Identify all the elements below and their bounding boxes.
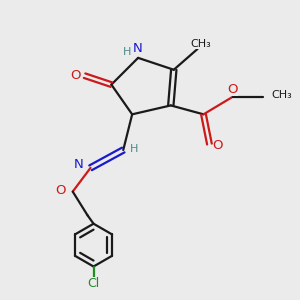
Text: O: O [227,82,238,96]
Text: Cl: Cl [87,277,100,290]
Text: O: O [212,139,223,152]
Text: H: H [123,47,131,57]
Text: CH₃: CH₃ [272,90,292,100]
Text: O: O [70,69,81,82]
Text: N: N [74,158,83,171]
Text: N: N [133,42,143,56]
Text: O: O [55,184,65,196]
Text: H: H [130,143,138,154]
Text: CH₃: CH₃ [190,39,211,49]
